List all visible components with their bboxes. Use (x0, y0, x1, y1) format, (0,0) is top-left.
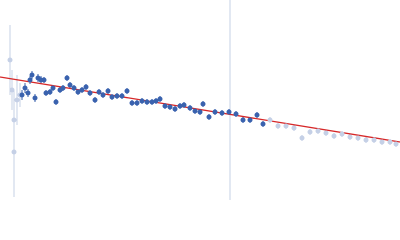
point (247, 117, 253, 123)
point (53, 99, 59, 105)
point (339, 131, 345, 137)
point (212, 109, 218, 115)
point (9, 87, 15, 93)
point (71, 85, 77, 91)
point (187, 105, 193, 111)
point (275, 123, 281, 129)
point (124, 88, 130, 94)
point (67, 82, 73, 88)
point (260, 121, 266, 127)
point (64, 75, 70, 81)
point (153, 98, 159, 104)
point (363, 137, 369, 143)
point (29, 72, 35, 78)
point (22, 85, 28, 91)
point (75, 89, 81, 95)
point (114, 93, 120, 99)
point (162, 103, 168, 109)
point (267, 117, 273, 123)
point (206, 114, 212, 120)
point (393, 141, 399, 147)
point (331, 133, 337, 139)
point (27, 77, 33, 83)
point (11, 117, 17, 123)
point (60, 85, 66, 91)
point (100, 92, 106, 98)
point (387, 139, 393, 145)
point (7, 57, 13, 63)
point (177, 103, 183, 109)
point (254, 112, 260, 118)
point (149, 99, 155, 105)
point (197, 109, 203, 115)
point (105, 88, 111, 94)
point (50, 85, 56, 91)
point (83, 84, 89, 90)
point (315, 128, 321, 134)
point (87, 90, 93, 96)
point (19, 92, 25, 98)
point (233, 111, 239, 117)
point (129, 100, 135, 106)
point (172, 106, 178, 112)
point (200, 101, 206, 107)
point (240, 117, 246, 123)
point (219, 110, 225, 116)
point (96, 89, 102, 95)
point (157, 96, 163, 102)
point (291, 125, 297, 131)
point (139, 98, 145, 104)
chart (0, 0, 400, 200)
point (323, 130, 329, 136)
point (119, 93, 125, 99)
point (192, 108, 198, 114)
point (11, 149, 17, 155)
point (79, 87, 85, 93)
point (92, 97, 98, 103)
point (43, 90, 49, 96)
point (144, 99, 150, 105)
point (47, 89, 53, 95)
point (32, 95, 38, 101)
point (41, 77, 47, 83)
point (355, 135, 361, 141)
point (371, 137, 377, 143)
point (25, 90, 31, 96)
point (109, 94, 115, 100)
point (226, 109, 232, 115)
point (14, 97, 20, 103)
point (347, 134, 353, 140)
point (379, 139, 385, 145)
point (181, 102, 187, 108)
point (283, 123, 289, 129)
point (134, 100, 140, 106)
point (307, 129, 313, 135)
point (299, 135, 305, 141)
point (167, 104, 173, 110)
